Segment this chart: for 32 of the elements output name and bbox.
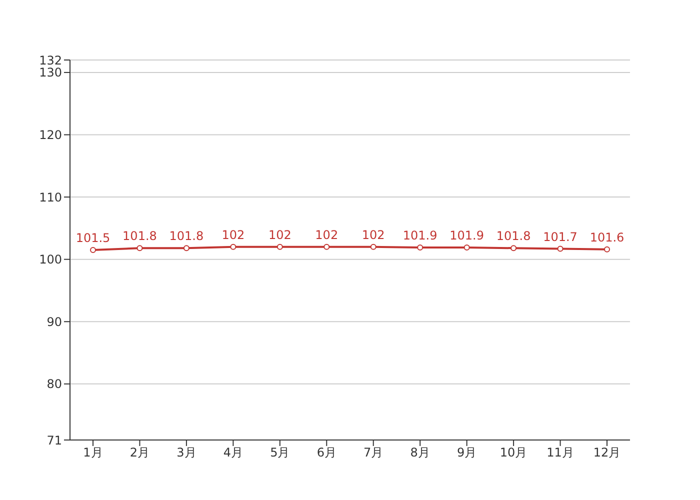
x-tick-label: 3月 — [176, 446, 196, 460]
x-tick-label: 4月 — [223, 446, 243, 460]
y-tick-label: 130 — [39, 66, 62, 80]
data-label: 101.6 — [590, 230, 624, 244]
data-label: 101.8 — [496, 229, 531, 244]
x-tick-label: 5月 — [270, 446, 290, 460]
data-label: 102 — [222, 228, 245, 242]
x-tick-label: 12月 — [593, 446, 621, 460]
x-tick-label: 11月 — [546, 446, 574, 460]
data-label: 102 — [268, 228, 292, 242]
data-label: 102 — [362, 228, 385, 242]
data-label: 101.5 — [76, 231, 110, 245]
data-label: 101.8 — [169, 229, 204, 244]
y-tick-label: 120 — [39, 128, 62, 142]
x-tick-label: 1月 — [83, 446, 103, 460]
data-label: 102 — [315, 228, 338, 242]
data-label: 101.9 — [450, 228, 484, 243]
x-tick-label: 7月 — [364, 446, 384, 460]
y-tick-label: 71 — [46, 433, 62, 448]
data-label: 101.8 — [122, 229, 157, 244]
y-tick-label: 132 — [39, 53, 62, 68]
y-tick-label: 80 — [46, 377, 62, 392]
y-tick-label: 100 — [39, 252, 62, 267]
x-tick-label: 10月 — [500, 446, 528, 460]
y-tick-label: 90 — [46, 314, 62, 329]
y-tick-label: 110 — [39, 190, 62, 204]
data-label: 101.9 — [402, 228, 438, 243]
x-tick-label: 8月 — [410, 446, 430, 460]
x-tick-label: 9月 — [457, 446, 477, 460]
data-label: 101.7 — [543, 230, 578, 244]
x-tick-label: 2月 — [130, 446, 150, 460]
x-tick-label: 6月 — [316, 446, 336, 460]
